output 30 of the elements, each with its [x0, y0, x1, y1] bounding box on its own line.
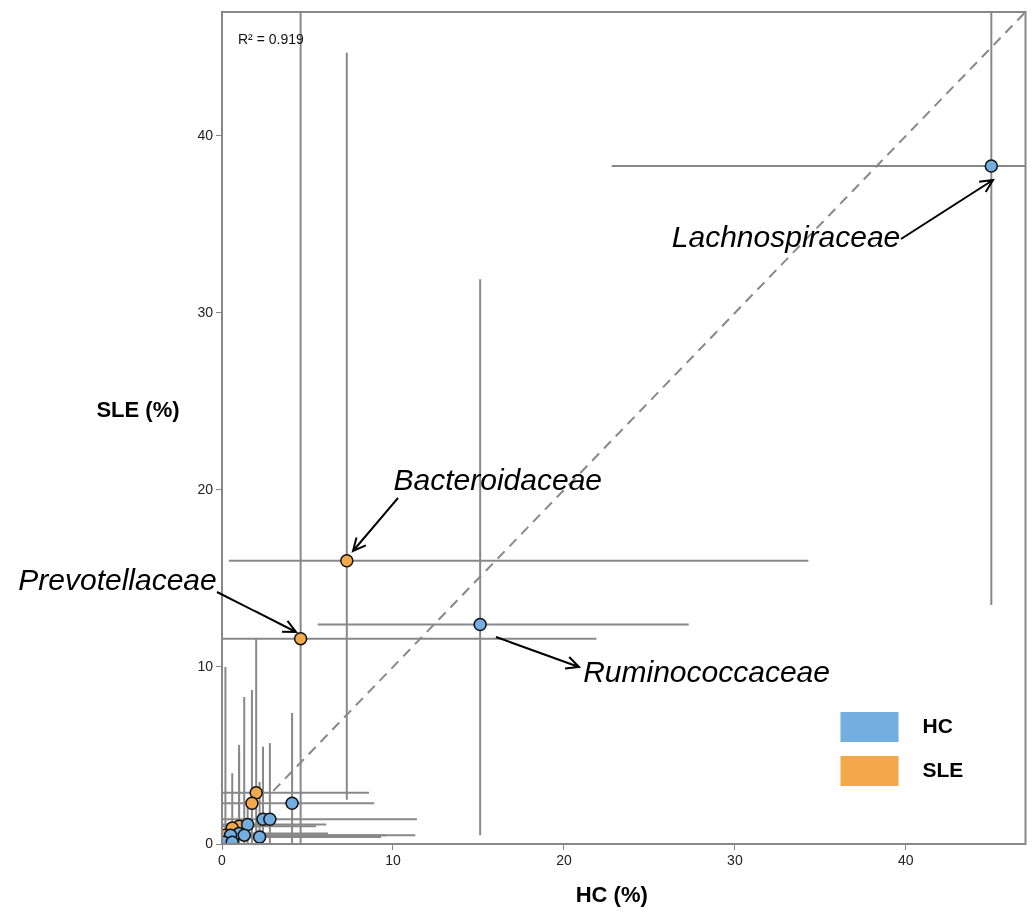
y-tick-label: 10: [197, 657, 214, 674]
annotation: Lachnospiraceae: [671, 219, 901, 253]
point: [237, 828, 251, 842]
annotation: Ruminococcaceae: [583, 655, 830, 689]
x-tick-label: 30: [727, 852, 743, 869]
point: [252, 830, 267, 844]
annotation: R² = 0.919: [238, 30, 304, 47]
annotation: Bacteroidaceae: [393, 463, 603, 497]
point: [473, 617, 487, 632]
point: [240, 817, 255, 832]
x-tick-label: 40: [898, 852, 914, 869]
point: [984, 159, 999, 173]
y-axis-title: SLE (%): [96, 397, 180, 423]
point: [293, 631, 308, 646]
y-tick-label: 30: [197, 303, 214, 320]
point: [263, 812, 277, 826]
x-tick-label: 0: [218, 852, 227, 869]
y-tick-label: 20: [197, 480, 214, 497]
point: [285, 796, 299, 811]
legend-label: HC: [922, 713, 953, 737]
legend-label: SLE: [922, 757, 964, 781]
point: [340, 554, 354, 568]
x-tick-label: 10: [385, 852, 401, 869]
x-axis-title: HC (%): [575, 882, 648, 908]
x-tick-label: 20: [556, 852, 572, 869]
annotation: Prevotellaceae: [18, 562, 217, 596]
point: [245, 796, 259, 811]
point: [249, 785, 263, 800]
y-tick-label: 40: [197, 126, 214, 143]
y-tick-label: 0: [205, 834, 214, 851]
